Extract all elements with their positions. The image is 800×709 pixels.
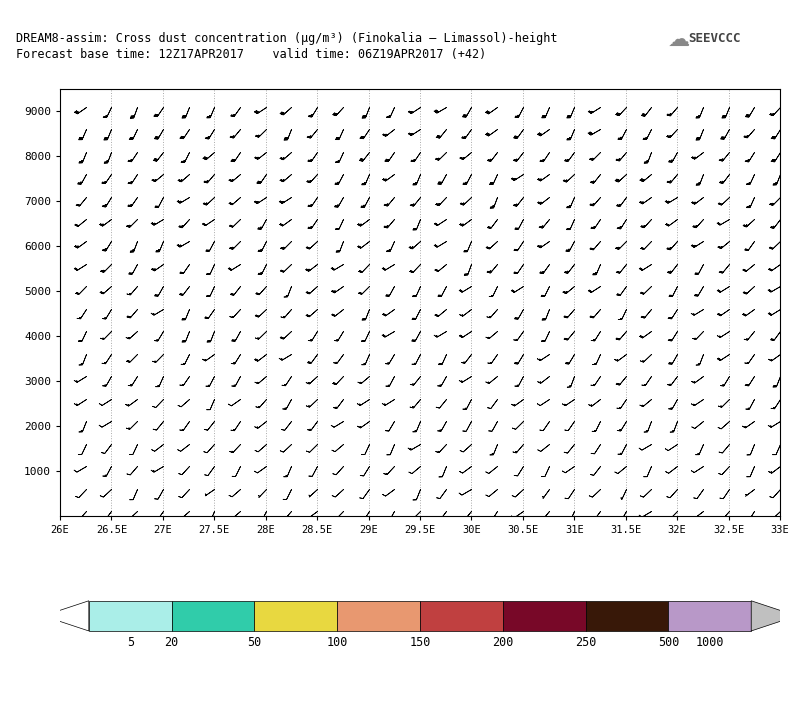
Text: DREAM8-assim: Cross dust concentration (μg/m³) (Finokalia – Limassol)-height: DREAM8-assim: Cross dust concentration (… <box>16 32 558 45</box>
Text: 1000: 1000 <box>695 635 724 649</box>
Bar <box>338 601 420 631</box>
Bar <box>254 601 338 631</box>
Bar <box>669 601 751 631</box>
Bar <box>420 601 502 631</box>
Bar <box>586 601 669 631</box>
Bar <box>89 601 171 631</box>
Text: SEEVCCC: SEEVCCC <box>688 32 741 45</box>
Text: 200: 200 <box>492 635 514 649</box>
Text: Forecast base time: 12Z17APR2017    valid time: 06Z19APR2017 (+42): Forecast base time: 12Z17APR2017 valid t… <box>16 48 486 61</box>
Bar <box>503 601 586 631</box>
Text: 100: 100 <box>326 635 348 649</box>
Text: 5: 5 <box>126 635 134 649</box>
Text: 250: 250 <box>575 635 596 649</box>
Text: 20: 20 <box>165 635 178 649</box>
Bar <box>171 601 254 631</box>
Text: ☁: ☁ <box>668 30 690 50</box>
Text: 150: 150 <box>410 635 430 649</box>
Text: 50: 50 <box>247 635 262 649</box>
Text: 500: 500 <box>658 635 679 649</box>
Polygon shape <box>751 601 797 631</box>
Polygon shape <box>43 601 89 631</box>
